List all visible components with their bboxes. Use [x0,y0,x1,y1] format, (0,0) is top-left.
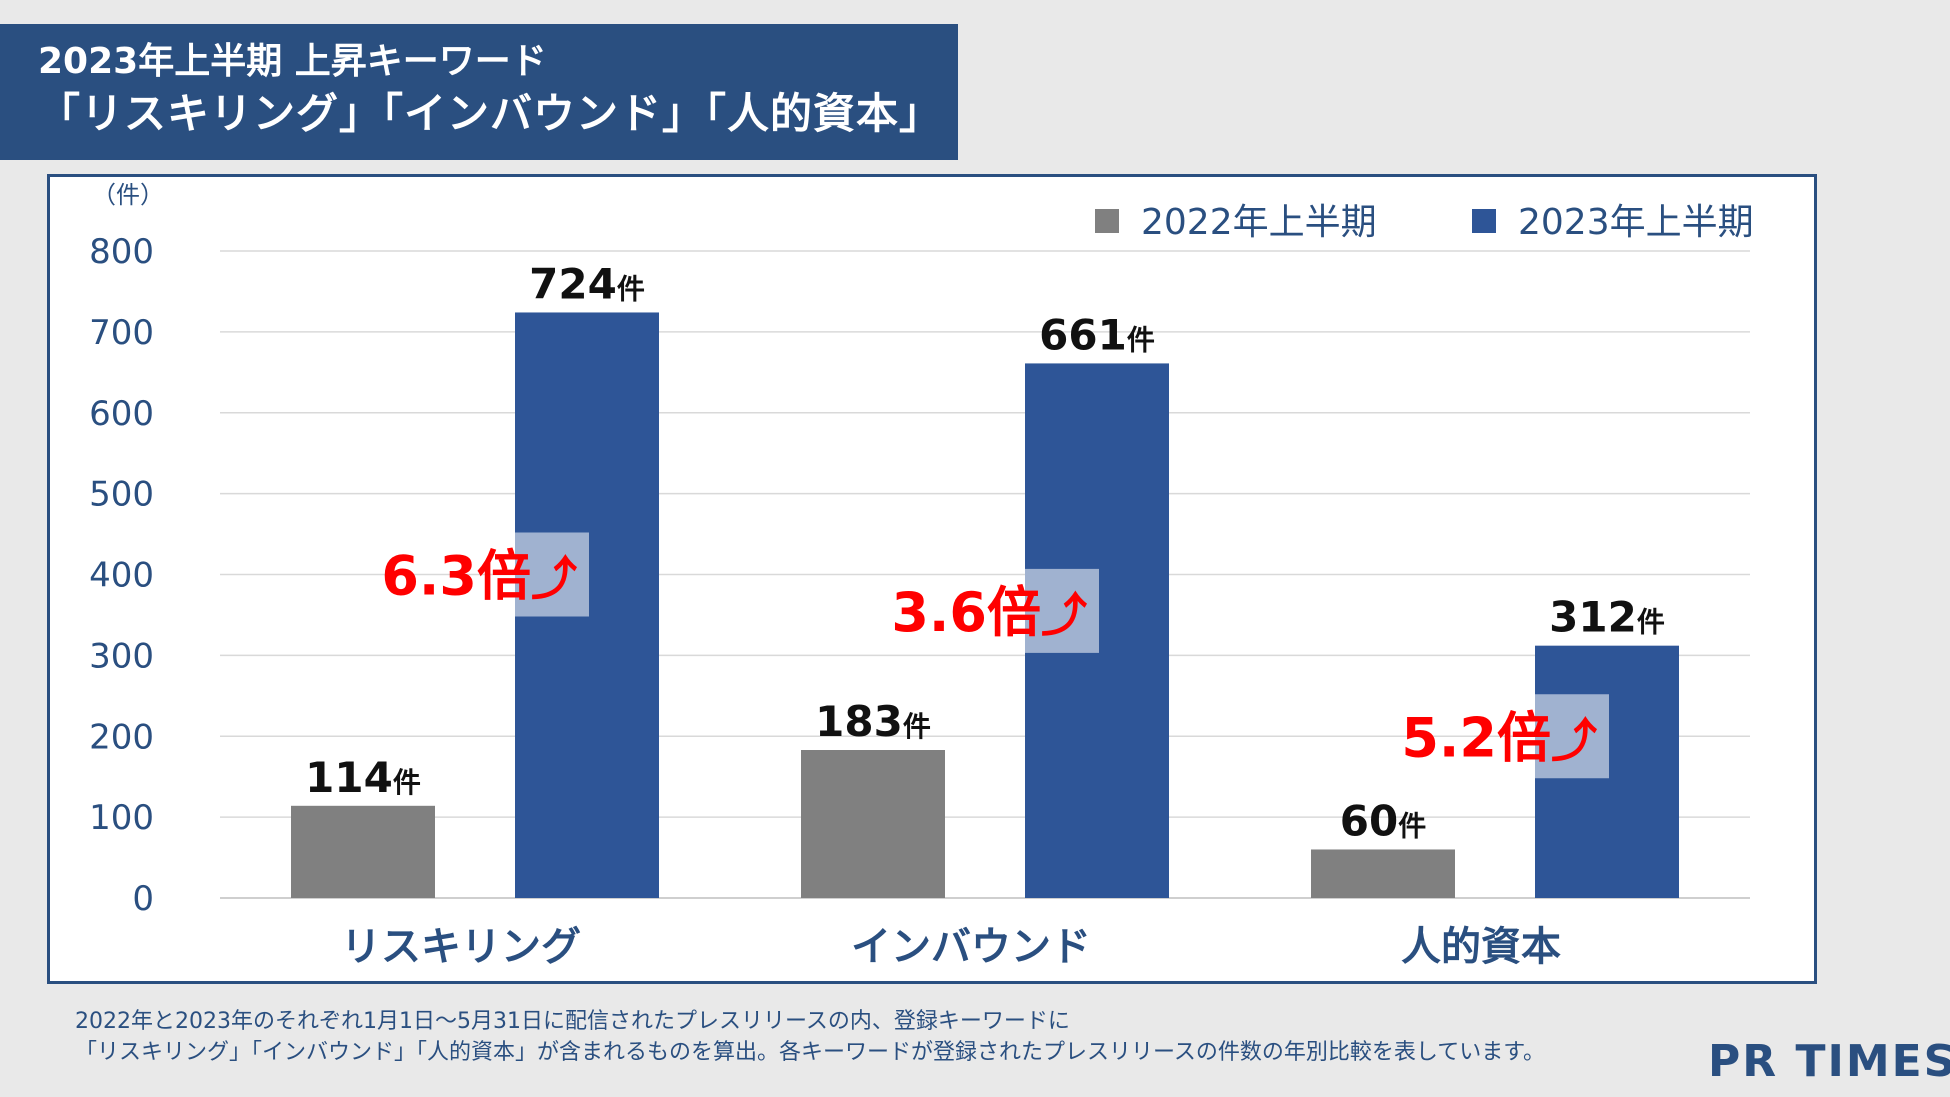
bar-2022 [801,749,945,898]
ratio-annotation: 5.2倍⤴ [1401,706,1598,769]
legend-swatch-2022 [1095,209,1119,233]
title-line-1: 2023年上半期 上昇キーワード [38,41,547,82]
x-category-label: 人的資本 [1401,924,1561,970]
chart-frame: （件） 0 100 200 300 400 500 600 700 800 114件 724件リスキリ… [47,174,1817,984]
y-tick-label: 0 [132,879,154,919]
annotation-highlight-box [1535,694,1609,779]
footnote-line-1: 2022年と2023年のそれぞれ1月1日～5月31日に配信されたプレスリリースの… [75,1009,1070,1034]
x-category-label: インバウンド [851,924,1091,970]
pr-times-logo: PR TIMES [1708,1036,1950,1087]
y-tick-label: 400 [89,556,154,596]
y-tick-label: 500 [89,475,154,515]
bar-value-label: 312件 [1549,593,1665,642]
ratio-annotation: 6.3倍⤴ [381,545,578,608]
y-tick-label: 200 [89,717,154,757]
bar-value-label: 60件 [1340,796,1426,845]
title-line-2: 「リスキリング」「インバウンド」「人的資本」 [38,89,943,138]
y-tick-label: 100 [89,798,154,838]
annotation-highlight-box [1025,568,1099,653]
y-tick-label: 300 [89,636,154,676]
legend-label: 2022年上半期 [1141,202,1377,243]
bar-value-label: 724件 [529,259,645,308]
y-tick-label: 600 [89,394,154,434]
bar-value-label: 114件 [305,753,421,802]
bar-chart: （件） 0 100 200 300 400 500 600 700 800 114件 724件リスキリ… [89,181,1754,970]
y-tick-label: 800 [89,232,154,272]
y-unit-label: （件） [92,181,164,209]
x-category-label: リスキリング [341,924,581,970]
bar-2022 [1311,849,1455,898]
footnote: 2022年と2023年のそれぞれ1月1日～5月31日に配信されたプレスリリースの… [75,1006,1545,1068]
legend-swatch-2023 [1472,209,1496,233]
bar-value-label: 661件 [1039,310,1155,359]
legend-label: 2023年上半期 [1518,202,1754,243]
bar-value-label: 183件 [815,697,931,746]
footnote-line-2: 「リスキリング」「インバウンド」「人的資本」が含まれるものを算出。各キーワードが… [75,1040,1546,1065]
ratio-annotation: 3.6倍⤴ [891,581,1088,644]
bar-2022 [291,805,435,898]
title-banner: 2023年上半期 上昇キーワード 「リスキリング」「インバウンド」「人的資本」 [0,24,958,160]
annotation-highlight-box [515,532,589,617]
y-tick-label: 700 [89,313,154,353]
